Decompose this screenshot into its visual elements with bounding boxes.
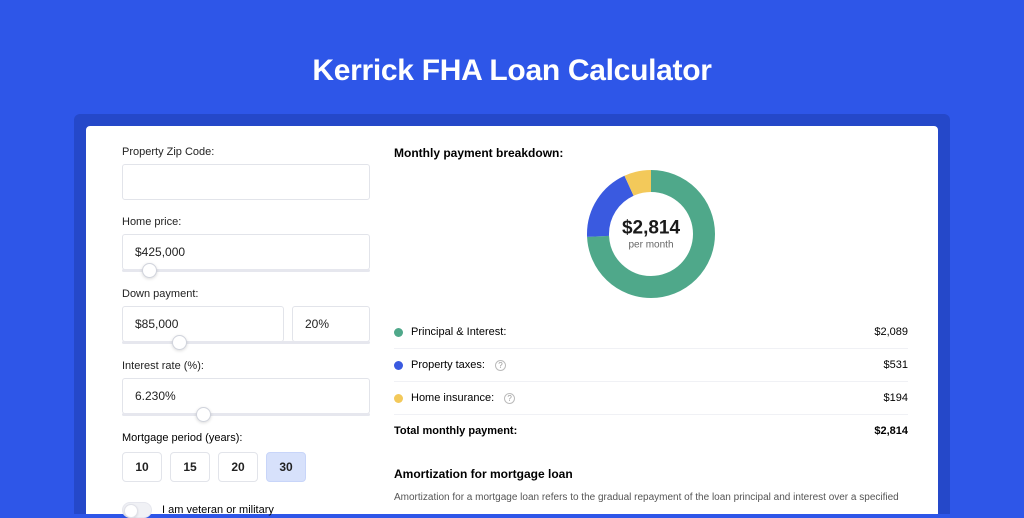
donut-chart: $2,814 per month xyxy=(394,170,908,298)
legend-dot xyxy=(394,361,403,370)
backdrop-card: Property Zip Code: Home price: Down paym… xyxy=(74,114,950,514)
down-payment-slider-thumb[interactable] xyxy=(172,335,187,350)
donut-amount: $2,814 xyxy=(622,218,680,240)
total-label: Total monthly payment: xyxy=(394,425,517,437)
mortgage-period-btn-10[interactable]: 10 xyxy=(122,452,162,482)
down-payment-label: Down payment: xyxy=(122,288,370,300)
down-payment-slider[interactable] xyxy=(122,341,370,344)
home-price-input[interactable] xyxy=(122,234,370,270)
amortization-title: Amortization for mortgage loan xyxy=(394,467,908,481)
breakdown-row: Home insurance:? $194 xyxy=(394,382,908,415)
breakdown-label: Property taxes: xyxy=(411,359,485,371)
breakdown-rows: Principal & Interest: $2,089 Property taxe… xyxy=(394,316,908,415)
zip-label: Property Zip Code: xyxy=(122,146,370,158)
interest-rate-input[interactable] xyxy=(122,378,370,414)
mortgage-period-field: Mortgage period (years): 10 15 20 30 xyxy=(122,432,370,482)
legend-dot xyxy=(394,394,403,403)
breakdown-column: Monthly payment breakdown: $2,814 per mo… xyxy=(394,146,908,514)
down-payment-input[interactable] xyxy=(122,306,284,342)
breakdown-row: Principal & Interest: $2,089 xyxy=(394,316,908,349)
home-price-label: Home price: xyxy=(122,216,370,228)
zip-field: Property Zip Code: xyxy=(122,146,370,200)
form-column: Property Zip Code: Home price: Down paym… xyxy=(122,146,370,514)
amortization-text: Amortization for a mortgage loan refers … xyxy=(394,491,908,505)
breakdown-total-row: Total monthly payment: $2,814 xyxy=(394,415,908,447)
mortgage-period-label: Mortgage period (years): xyxy=(122,432,370,444)
veteran-label: I am veteran or military xyxy=(162,504,274,516)
home-price-slider-thumb[interactable] xyxy=(142,263,157,278)
interest-rate-slider[interactable] xyxy=(122,413,370,416)
zip-input[interactable] xyxy=(122,164,370,200)
veteran-toggle[interactable] xyxy=(122,502,152,518)
info-icon[interactable]: ? xyxy=(495,360,506,371)
breakdown-value: $531 xyxy=(884,359,908,371)
donut-sub: per month xyxy=(622,240,680,251)
info-icon[interactable]: ? xyxy=(504,393,515,404)
interest-rate-field: Interest rate (%): xyxy=(122,360,370,416)
calculator-card: Property Zip Code: Home price: Down paym… xyxy=(86,126,938,514)
mortgage-period-btn-20[interactable]: 20 xyxy=(218,452,258,482)
down-payment-field: Down payment: xyxy=(122,288,370,344)
interest-rate-slider-thumb[interactable] xyxy=(196,407,211,422)
mortgage-period-btn-30[interactable]: 30 xyxy=(266,452,306,482)
legend-dot xyxy=(394,328,403,337)
total-value: $2,814 xyxy=(874,425,908,437)
mortgage-period-buttons: 10 15 20 30 xyxy=(122,452,370,482)
interest-rate-label: Interest rate (%): xyxy=(122,360,370,372)
home-price-field: Home price: xyxy=(122,216,370,272)
breakdown-value: $194 xyxy=(884,392,908,404)
breakdown-row: Property taxes:? $531 xyxy=(394,349,908,382)
breakdown-label: Home insurance: xyxy=(411,392,494,404)
veteran-row: I am veteran or military xyxy=(122,502,370,518)
home-price-slider[interactable] xyxy=(122,269,370,272)
breakdown-label: Principal & Interest: xyxy=(411,326,506,338)
page-title: Kerrick FHA Loan Calculator xyxy=(0,54,1024,88)
breakdown-title: Monthly payment breakdown: xyxy=(394,146,908,160)
mortgage-period-btn-15[interactable]: 15 xyxy=(170,452,210,482)
donut-center: $2,814 per month xyxy=(622,218,680,251)
down-payment-pct-input[interactable] xyxy=(292,306,370,342)
breakdown-value: $2,089 xyxy=(874,326,908,338)
